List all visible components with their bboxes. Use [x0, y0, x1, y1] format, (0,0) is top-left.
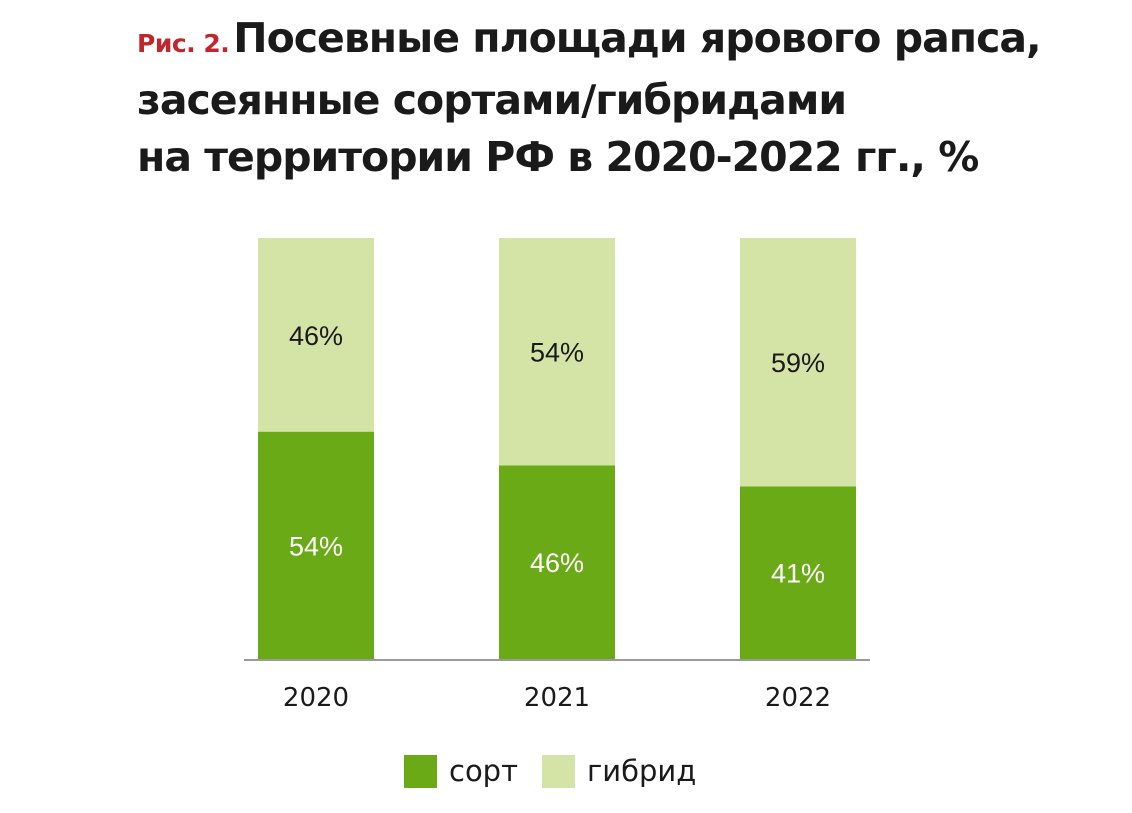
legend-swatch-hybrid — [542, 754, 575, 788]
x-tick-label-2020: 2020 — [283, 683, 349, 713]
x-tick-label-2022: 2022 — [765, 683, 831, 713]
title-line-2: засеянные сортами/гибридами — [137, 76, 847, 124]
data-label-sort-2021: 46% — [530, 548, 584, 578]
bar-hybrid-2021 — [499, 238, 615, 466]
title-line-3: на территории РФ в 2020-2022 гг., % — [137, 133, 979, 181]
figure-label: Рис. 2. — [137, 29, 230, 58]
legend-label-hybrid: гибрид — [587, 754, 697, 788]
data-label-hybrid-2021: 54% — [530, 338, 584, 368]
bar-hybrid-2022 — [740, 238, 856, 487]
bar-sort-2020 — [258, 431, 374, 659]
title-line-1-text: Посевные площади ярового рапса, — [233, 14, 1041, 62]
legend-swatch-sort — [404, 754, 437, 788]
legend: сорт гибрид — [404, 745, 720, 797]
legend-label-sort: сорт — [449, 754, 518, 788]
legend-item-sort: сорт — [404, 754, 518, 788]
data-label-sort-2022: 41% — [771, 559, 825, 589]
data-label-sort-2020: 54% — [289, 531, 343, 561]
title-line-1: Рис. 2.Посевные площади ярового рапса, — [137, 10, 1097, 72]
bar-sort-2021 — [499, 465, 615, 659]
chart-title: Рис. 2.Посевные площади ярового рапса, з… — [137, 10, 1097, 186]
bar-sort-2022 — [740, 486, 856, 659]
data-label-hybrid-2022: 59% — [771, 348, 825, 378]
legend-item-hybrid: гибрид — [542, 754, 696, 788]
x-tick-label-2021: 2021 — [524, 683, 590, 713]
data-label-hybrid-2020: 46% — [289, 321, 343, 351]
bar-hybrid-2020 — [258, 238, 374, 432]
